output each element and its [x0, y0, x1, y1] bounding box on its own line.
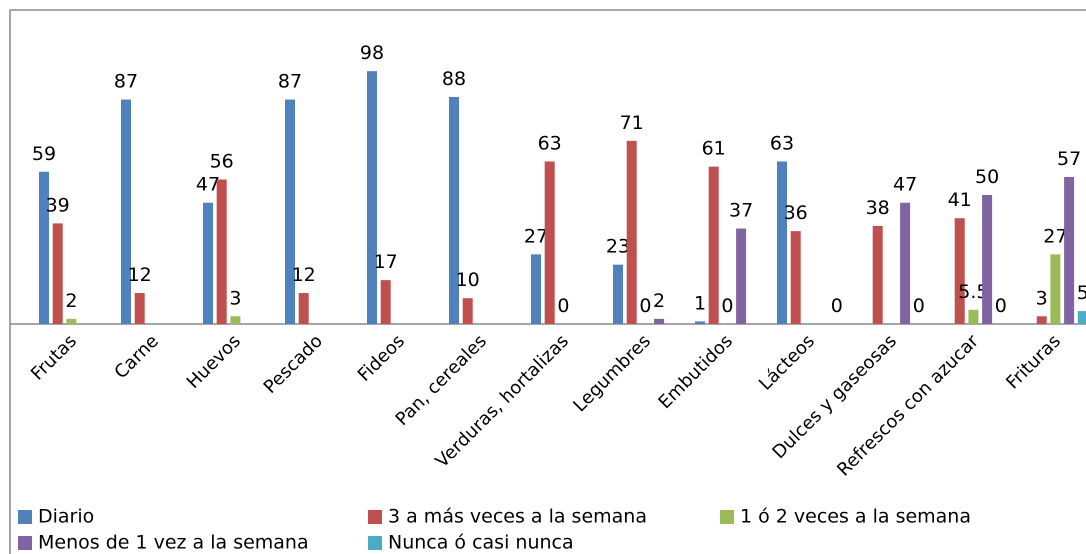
data-label: 63: [538, 132, 562, 154]
data-label: 5.5: [958, 281, 988, 303]
bar: [216, 179, 227, 324]
bar: [1077, 311, 1086, 324]
data-label: 27: [524, 225, 548, 247]
data-label: 2: [65, 290, 77, 312]
data-label: 47: [196, 174, 220, 196]
data-label: 87: [114, 71, 138, 93]
bar: [39, 171, 49, 324]
bar: [790, 231, 801, 324]
legend-swatch: [18, 536, 32, 550]
bar: [900, 202, 911, 324]
data-label: 47: [893, 174, 917, 196]
data-label: 0: [913, 295, 925, 317]
data-label: 3: [229, 287, 241, 309]
data-label: 1: [694, 292, 706, 314]
data-label: 10: [456, 269, 480, 291]
data-label: 71: [620, 112, 644, 134]
data-label: 59: [32, 143, 56, 165]
legend-label: 1 ó 2 veces a la semana: [740, 506, 971, 528]
bar: [777, 161, 787, 324]
legend-label: Menos de 1 vez a la semana: [38, 532, 309, 554]
data-label: 87: [278, 71, 302, 93]
data-label: 17: [374, 251, 398, 273]
data-label: 12: [128, 264, 152, 286]
data-label: 27: [1043, 225, 1067, 247]
x-tick-label: Legumbres: [569, 331, 655, 417]
x-tick-label: Frituras: [1002, 331, 1065, 394]
bar: [66, 318, 77, 324]
bar: [462, 298, 473, 324]
legend-swatch: [368, 510, 382, 524]
x-tick-label: Frutas: [27, 331, 81, 385]
legend-label: 3 a más veces a la semana: [388, 506, 647, 528]
legend-label: Diario: [38, 506, 94, 528]
bar: [531, 254, 541, 324]
data-label: 3: [1036, 287, 1048, 309]
x-tick-label: Refrescos con azucar: [833, 330, 983, 480]
data-label: 0: [721, 295, 733, 317]
bar: [695, 321, 705, 324]
bar: [872, 225, 883, 324]
x-tick-label: Lácteos: [755, 331, 819, 395]
data-label: 98: [360, 42, 384, 64]
bar: [449, 96, 459, 325]
data-label: 88: [442, 68, 466, 90]
bar: [708, 166, 719, 324]
data-label: 36: [784, 202, 808, 224]
bar: [1064, 176, 1075, 324]
legend-swatch: [368, 536, 382, 550]
data-label: 5: [1077, 282, 1086, 304]
bar: [121, 99, 131, 324]
bar: [230, 316, 241, 324]
bar: [544, 161, 555, 324]
data-label: 37: [729, 200, 753, 222]
data-label: 0: [639, 295, 651, 317]
bar: [134, 293, 145, 324]
bar: [736, 228, 747, 324]
x-tick-label: Fideos: [354, 331, 409, 386]
data-label: 0: [995, 295, 1007, 317]
data-label: 0: [831, 295, 843, 317]
x-tick-label: Pescado: [260, 331, 327, 398]
data-label: 39: [46, 194, 70, 216]
x-tick-label: Embutidos: [654, 331, 736, 413]
bar: [203, 202, 213, 324]
legend-label: Nunca ó casi nunca: [388, 532, 574, 554]
data-label: 41: [948, 189, 972, 211]
bar: [626, 140, 637, 324]
data-label: 38: [866, 197, 890, 219]
data-label: 0: [557, 295, 569, 317]
data-label: 50: [975, 166, 999, 188]
data-label: 2: [653, 290, 665, 312]
legend-swatch: [18, 510, 32, 524]
bar: [1050, 254, 1061, 324]
data-label: 12: [292, 264, 316, 286]
bar: [1036, 316, 1047, 324]
bar: [380, 280, 391, 324]
chart-frame: [9, 9, 1086, 554]
data-label: 56: [210, 151, 234, 173]
bar: [298, 293, 309, 324]
bar: [654, 318, 665, 324]
bar: [285, 99, 295, 324]
data-label: 23: [606, 236, 630, 258]
x-tick-label: Carne: [110, 331, 162, 383]
data-label: 63: [770, 132, 794, 154]
bar: [52, 223, 63, 324]
legend-swatch: [720, 510, 734, 524]
x-tick-label: Verduras, hortalizas: [432, 331, 573, 472]
bar: [954, 218, 965, 324]
bar: [982, 195, 993, 324]
x-tick-label: Huevos: [183, 331, 245, 393]
bar: [367, 71, 377, 324]
data-label: 57: [1057, 148, 1081, 170]
bar: [968, 309, 979, 324]
data-label: 61: [702, 138, 726, 160]
bar: [613, 264, 623, 324]
